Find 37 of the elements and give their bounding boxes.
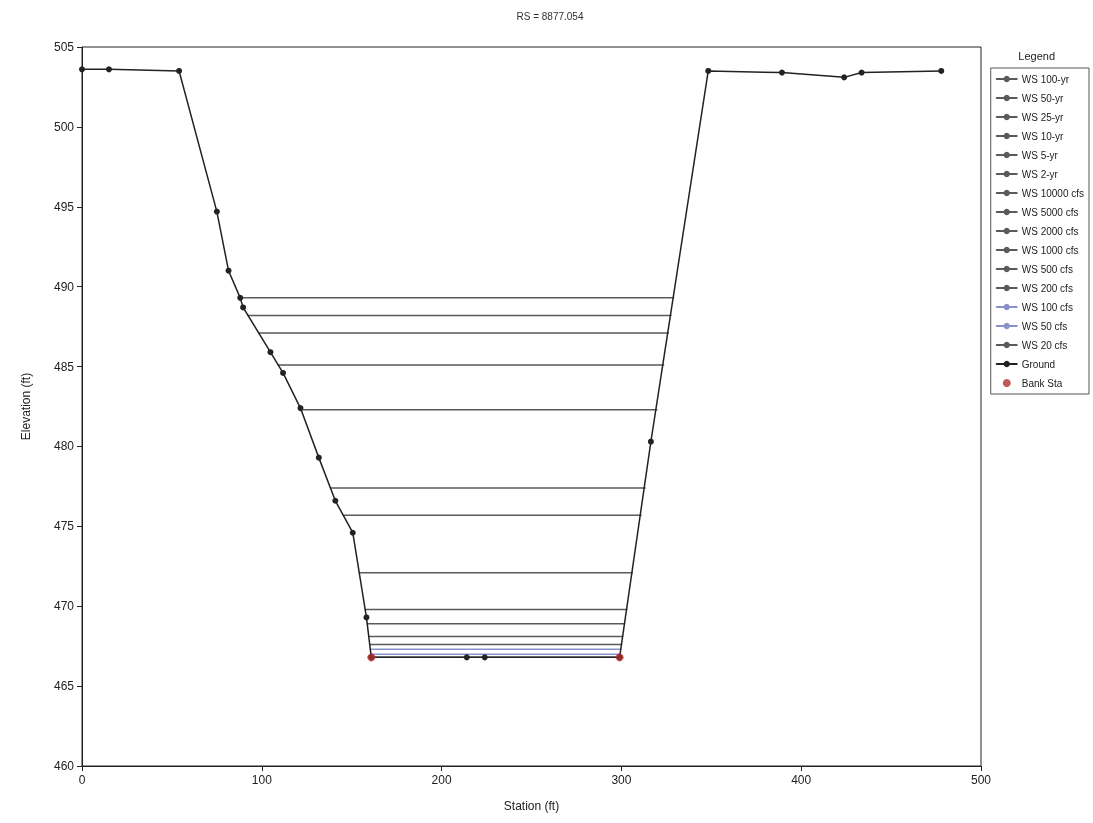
y-tick-label: 465	[53, 679, 75, 694]
y-tick-label: 460	[53, 759, 75, 773]
legend-label: WS 5000 cfs	[1021, 206, 1079, 218]
x-axis-title: Station (ft)	[503, 799, 560, 813]
legend-label: WS 100-yr	[1021, 73, 1070, 85]
legend-label: WS 10000 cfs	[1021, 187, 1085, 199]
y-tick-label: 485	[53, 359, 75, 374]
y-axis-title: Elevation (ft)	[19, 372, 33, 441]
y-tick-label: 480	[53, 439, 75, 454]
y-tick-label: 490	[53, 279, 75, 294]
legend-label: WS 50-yr	[1021, 92, 1065, 104]
x-tick-label: 300	[611, 773, 632, 787]
x-tick-label: 100	[251, 773, 273, 787]
legend-label: WS 10-yr	[1021, 130, 1065, 142]
legend-label: WS 500 cfs	[1021, 263, 1073, 275]
legend-label: WS 2-yr	[1021, 168, 1059, 180]
legend-label: WS 2000 cfs	[1021, 225, 1079, 237]
x-tick-label: 400	[791, 773, 812, 787]
legend-label: WS 50 cfs	[1021, 320, 1068, 332]
legend-label: WS 200 cfs	[1021, 282, 1073, 294]
legend-label: WS 25-yr	[1021, 111, 1065, 123]
x-tick-label: 0	[78, 773, 86, 787]
y-tick-label: 500	[53, 119, 75, 134]
legend-label: Ground	[1021, 358, 1056, 370]
y-tick-label: 505	[53, 40, 75, 54]
y-tick-label: 495	[53, 199, 75, 214]
chart-title: RS = 8877.054	[516, 10, 584, 22]
legend-label: WS 5-yr	[1021, 149, 1059, 161]
y-tick-label: 475	[53, 519, 75, 534]
legend-label: WS 20 cfs	[1021, 339, 1068, 351]
x-tick-label: 200	[431, 773, 452, 787]
legend-title: Legend	[1018, 49, 1056, 62]
x-tick-label: 500	[970, 773, 992, 787]
legend-label: WS 1000 cfs	[1021, 244, 1079, 256]
y-tick-label: 470	[53, 599, 75, 614]
legend-label: Bank Sta	[1021, 377, 1063, 389]
legend-label: WS 100 cfs	[1021, 301, 1073, 313]
